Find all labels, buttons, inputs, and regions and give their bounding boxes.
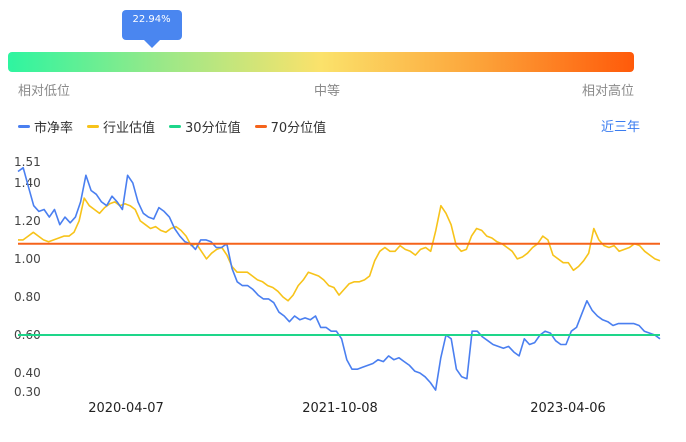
legend-label-pb: 市净率 bbox=[34, 120, 74, 136]
legend-swatch-pb bbox=[18, 124, 30, 128]
y-tick-label: 0.30 bbox=[14, 385, 41, 399]
percentile-gauge: 22.94% 相对低位 中等 相对高位 bbox=[0, 0, 686, 100]
high-level-label: 相对高位 bbox=[582, 84, 635, 99]
legend-item-p70[interactable]: 70分位值 bbox=[254, 117, 327, 136]
legend-item-p30[interactable]: 30分位值 bbox=[169, 117, 241, 136]
y-tick-label: 0.40 bbox=[14, 366, 41, 380]
y-tick-label: 1.20 bbox=[14, 214, 41, 228]
x-axis: 2020-04-07 2021-10-08 2023-04-06 bbox=[88, 401, 606, 416]
percentile-value: 22.94% bbox=[132, 14, 171, 25]
legend-label-industry: 行业估值 bbox=[103, 120, 156, 136]
legend-item-pb[interactable]: 市净率 bbox=[18, 117, 73, 136]
legend-swatch-p70 bbox=[254, 124, 267, 128]
mid-level-label: 中等 bbox=[314, 84, 341, 99]
chart-legend: 市净率 行业估值 30分位值 70分位值 bbox=[18, 116, 326, 136]
range-selector-button[interactable]: 近三年 bbox=[600, 120, 640, 135]
legend-swatch-industry bbox=[87, 124, 100, 128]
legend-item-industry[interactable]: 行业估值 bbox=[87, 117, 155, 136]
legend-label-p70: 70分位值 bbox=[270, 120, 327, 136]
y-tick-label: 0.80 bbox=[14, 290, 41, 304]
series-line-industry bbox=[18, 197, 661, 302]
legend-swatch-p30 bbox=[169, 124, 182, 128]
y-axis: 1.511.401.201.000.800.600.400.30 bbox=[14, 155, 41, 399]
y-tick-label: 1.51 bbox=[14, 155, 41, 169]
chart-series bbox=[17, 166, 661, 391]
x-tick-label: 2021-10-08 bbox=[302, 401, 378, 416]
low-level-label: 相对低位 bbox=[18, 84, 71, 99]
percentile-gradient-bar bbox=[8, 52, 634, 72]
percentile-tooltip: 22.94% bbox=[121, 10, 182, 48]
legend-label-p30: 30分位值 bbox=[185, 120, 241, 136]
series-line-pb bbox=[17, 166, 661, 391]
y-tick-label: 1.00 bbox=[14, 252, 41, 266]
x-tick-label: 2023-04-06 bbox=[530, 401, 606, 416]
x-tick-label: 2020-04-07 bbox=[88, 401, 164, 416]
valuation-line-chart: 1.511.401.201.000.800.600.400.30 2020-04… bbox=[14, 155, 661, 416]
